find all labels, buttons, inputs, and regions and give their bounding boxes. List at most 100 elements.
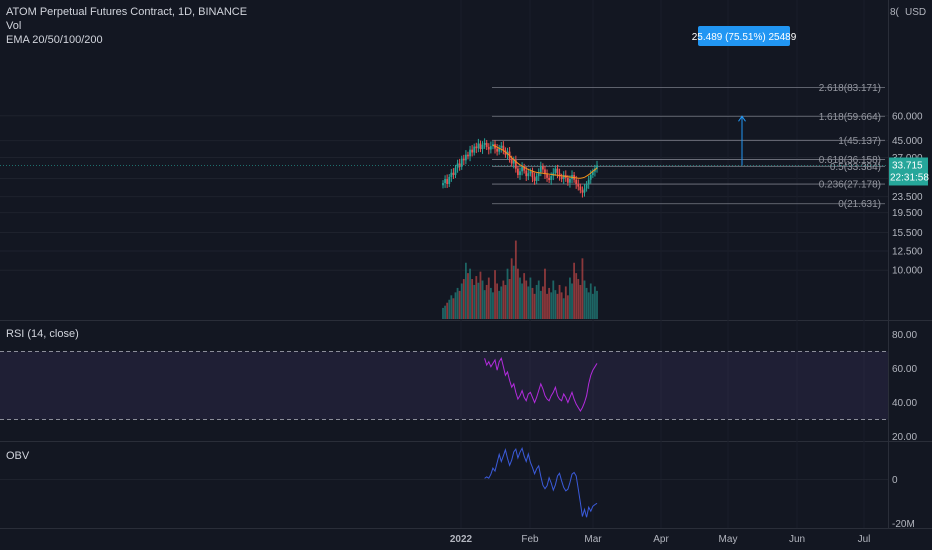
candle-body xyxy=(492,144,494,147)
ema-legend[interactable]: EMA 20/50/100/200 xyxy=(6,34,103,46)
volume-bar xyxy=(579,284,582,319)
volume-bar xyxy=(448,299,451,319)
candle-body xyxy=(479,143,482,150)
candle-body xyxy=(500,145,503,148)
candle-body xyxy=(448,176,451,184)
fib-level-label: 0(21.631) xyxy=(838,199,881,210)
volume-bar xyxy=(560,292,563,319)
volume-bar xyxy=(548,287,551,319)
volume-bar xyxy=(498,290,501,319)
rsi-line xyxy=(484,357,598,412)
volume-bar xyxy=(591,293,594,319)
volume-bar xyxy=(583,280,586,319)
time-tick-label: Feb xyxy=(521,534,539,545)
volume-legend[interactable]: Vol xyxy=(6,20,22,32)
candle-body xyxy=(469,149,471,157)
volume-bar xyxy=(485,284,488,319)
last-price-badge xyxy=(889,157,928,186)
volume-bar xyxy=(500,286,503,319)
chart-title: ATOM Perpetual Futures Contract, 1D, BIN… xyxy=(6,6,248,18)
candle-body xyxy=(596,165,598,169)
candle-body xyxy=(587,179,590,184)
obv-pane-label[interactable]: OBV xyxy=(6,450,30,462)
measure-badge xyxy=(698,26,790,46)
candle-body xyxy=(460,158,463,167)
candle-body xyxy=(498,147,501,152)
candle-body xyxy=(475,146,478,149)
price-tick-label: 12.500 xyxy=(892,247,923,258)
candle-body xyxy=(548,177,551,180)
fib-level-label: 0.618(36.158) xyxy=(819,155,881,166)
last-price-label: 33.715 xyxy=(892,160,923,171)
candle-body xyxy=(541,166,544,170)
candle-body xyxy=(521,166,523,172)
price-tick-label: 19.500 xyxy=(892,208,923,219)
candle-body xyxy=(502,145,505,151)
candle-body xyxy=(489,146,492,150)
fib-level-label: 2.618(83.171) xyxy=(819,83,881,94)
volume-bar xyxy=(464,262,467,319)
time-tick-label: Jun xyxy=(789,534,805,545)
volume-bar xyxy=(481,280,484,319)
volume-bar xyxy=(479,271,482,319)
volume-bar xyxy=(544,268,546,319)
volume-bar xyxy=(550,292,553,319)
rsi-band-fill xyxy=(0,351,888,420)
volume-bar xyxy=(471,279,474,319)
volume-bar xyxy=(577,279,580,319)
candle-body xyxy=(537,172,540,177)
candle-body xyxy=(496,148,499,152)
volume-bar xyxy=(496,283,499,319)
volume-bar xyxy=(541,286,544,319)
volume-bar xyxy=(489,287,492,319)
candle-body xyxy=(583,188,586,193)
rsi-pane-label[interactable]: RSI (14, close) xyxy=(6,328,79,340)
volume-bar xyxy=(531,287,534,319)
candle-body xyxy=(467,154,469,157)
volume-bar xyxy=(571,283,573,319)
candle-body xyxy=(471,149,474,153)
fib-level-label: 0.236(27.178) xyxy=(819,180,881,191)
volume-bar xyxy=(554,290,557,319)
candle-body xyxy=(558,173,561,177)
fib-level-label: 0.5(33.384) xyxy=(830,162,881,173)
candle-body xyxy=(525,170,528,177)
volume-bar xyxy=(514,240,517,319)
candle-body xyxy=(560,176,563,180)
candle-body xyxy=(562,174,565,180)
time-tick-label: 2022 xyxy=(450,534,473,545)
candle-body xyxy=(539,166,542,173)
volume-bar xyxy=(596,290,598,319)
time-tick-label: Apr xyxy=(653,534,669,545)
volume-bar xyxy=(587,292,590,319)
volume-bar xyxy=(575,273,578,319)
candle-body xyxy=(566,177,569,183)
volume-bar xyxy=(519,277,521,319)
candle-body xyxy=(554,168,557,173)
volume-bar xyxy=(517,268,519,319)
volume-bar xyxy=(477,282,480,319)
volume-bar xyxy=(487,277,490,319)
currency-label: USD xyxy=(905,7,926,18)
candle-body xyxy=(529,171,532,174)
volume-bar xyxy=(467,273,469,319)
volume-bar xyxy=(483,290,486,319)
candle-body xyxy=(456,163,459,168)
candle-body xyxy=(512,160,515,164)
rsi-tick-label: 80.00 xyxy=(892,330,917,341)
measure-badge-label: 25.489 (75.51%) 25489 xyxy=(692,32,797,43)
volume-bar xyxy=(527,286,530,319)
candle-body xyxy=(531,171,534,178)
volume-bar xyxy=(558,284,561,319)
countdown-label: 22:31:58 xyxy=(890,172,929,183)
ema-line xyxy=(492,144,598,179)
candle-body xyxy=(523,166,526,171)
candle-body xyxy=(462,158,465,161)
volume-bar xyxy=(492,292,494,319)
volume-bar xyxy=(444,305,446,319)
volume-bar xyxy=(573,262,576,319)
candle-body xyxy=(464,154,467,161)
volume-bar xyxy=(508,279,511,319)
volume-bar xyxy=(502,280,505,319)
